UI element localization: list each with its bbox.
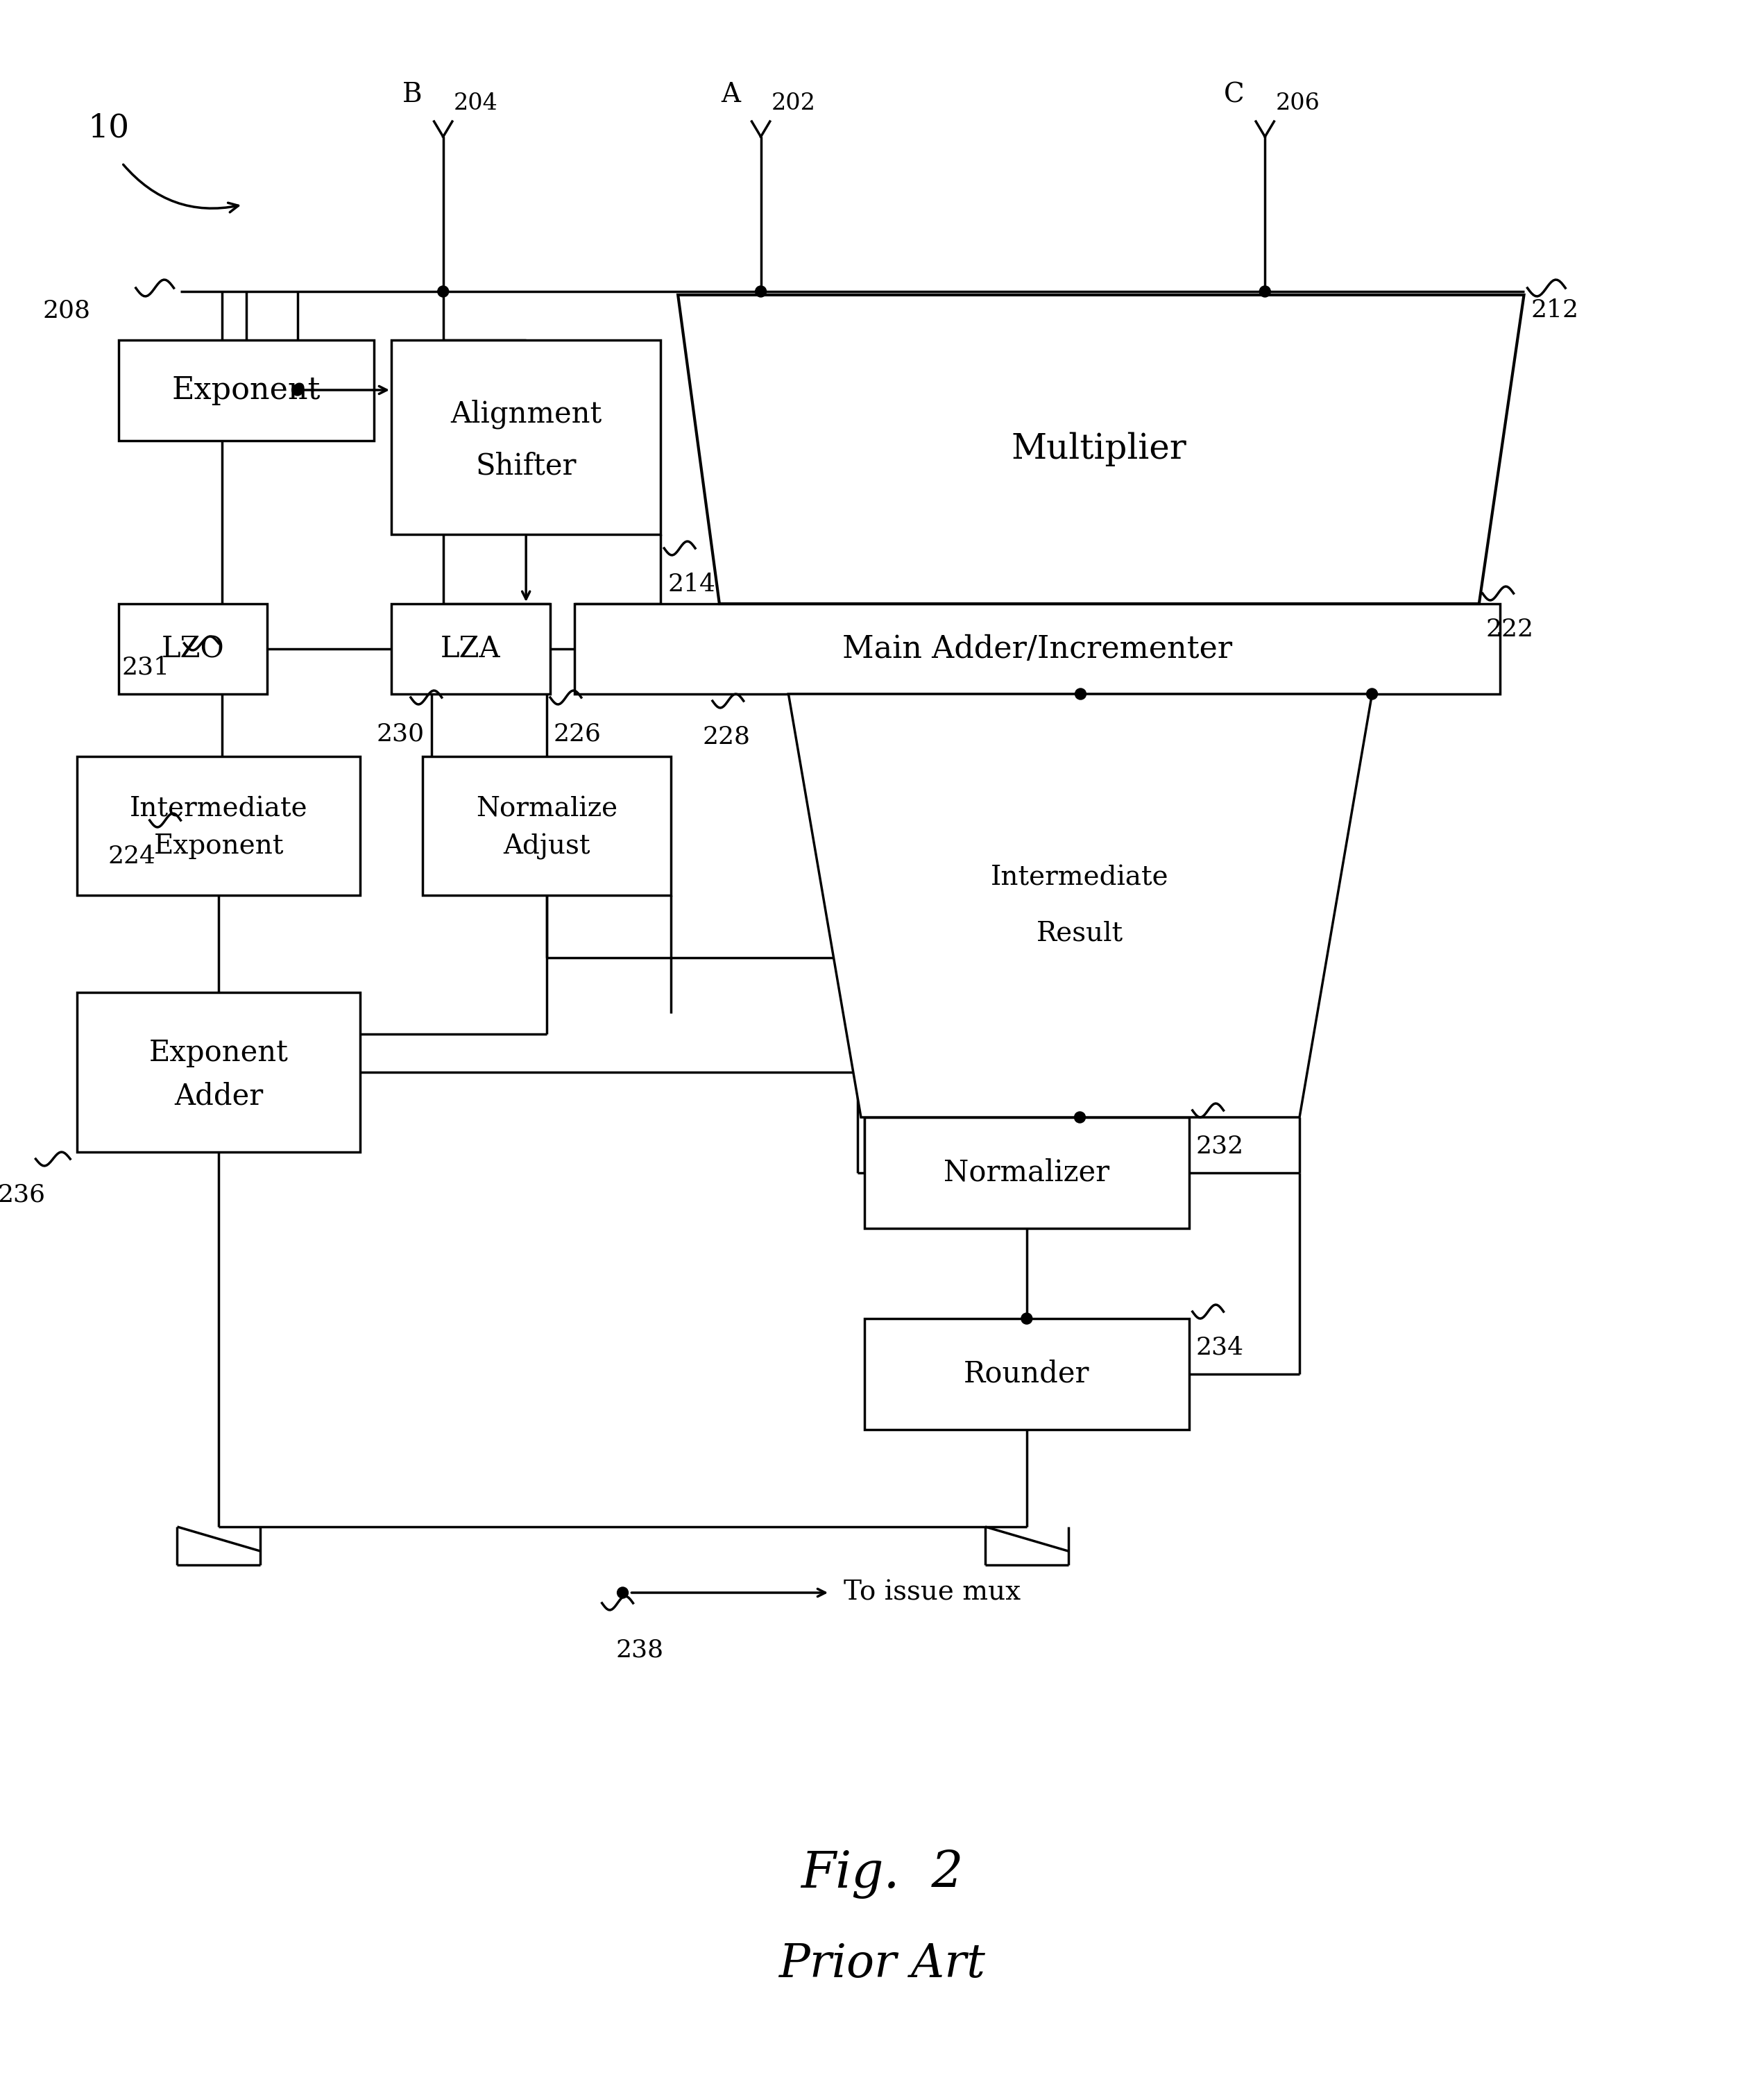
Text: 234: 234 — [1196, 1336, 1243, 1359]
Text: 202: 202 — [771, 92, 815, 116]
Text: 206: 206 — [1275, 92, 1321, 116]
Text: 214: 214 — [667, 573, 715, 596]
Text: 230: 230 — [376, 722, 425, 746]
Polygon shape — [678, 294, 1524, 605]
Text: LZO: LZO — [162, 634, 225, 664]
Circle shape — [1366, 689, 1377, 699]
Text: Alignment: Alignment — [450, 399, 602, 428]
Text: Main Adder/Incrementer: Main Adder/Incrementer — [843, 634, 1233, 664]
Bar — [77, 756, 360, 895]
Text: Exponent: Exponent — [172, 376, 321, 405]
Bar — [864, 1319, 1189, 1430]
Text: LZA: LZA — [441, 634, 500, 664]
Circle shape — [1259, 286, 1271, 296]
Bar — [574, 605, 1500, 693]
Circle shape — [1022, 1312, 1033, 1325]
Text: Prior Art: Prior Art — [778, 1940, 985, 1987]
Text: 232: 232 — [1196, 1134, 1243, 1159]
Bar — [119, 340, 374, 441]
Text: 226: 226 — [553, 722, 602, 746]
Circle shape — [437, 286, 450, 296]
Text: Exponent: Exponent — [155, 834, 284, 859]
Text: 212: 212 — [1531, 298, 1579, 321]
Text: 238: 238 — [616, 1638, 664, 1661]
FancyArrowPatch shape — [123, 164, 239, 212]
Text: Adder: Adder — [174, 1082, 263, 1111]
Circle shape — [1075, 689, 1087, 699]
Text: Shifter: Shifter — [476, 452, 576, 481]
Text: Exponent: Exponent — [149, 1040, 288, 1067]
Bar — [864, 1117, 1189, 1228]
Text: Normalizer: Normalizer — [943, 1159, 1110, 1186]
Text: 10: 10 — [88, 113, 130, 145]
Circle shape — [291, 384, 304, 395]
Text: Intermediate: Intermediate — [130, 796, 307, 821]
Bar — [423, 756, 671, 895]
Text: A: A — [720, 82, 739, 107]
Circle shape — [755, 286, 766, 296]
Text: Rounder: Rounder — [964, 1359, 1090, 1388]
Text: Fig.  2: Fig. 2 — [801, 1850, 964, 1898]
Bar — [392, 340, 660, 533]
Text: 224: 224 — [109, 844, 156, 867]
Text: Adjust: Adjust — [504, 834, 590, 859]
Bar — [392, 605, 550, 693]
Text: Multiplier: Multiplier — [1011, 433, 1187, 466]
Text: 231: 231 — [121, 655, 170, 680]
Bar — [77, 993, 360, 1153]
Circle shape — [1075, 1111, 1085, 1124]
Text: Result: Result — [1036, 920, 1124, 947]
Polygon shape — [788, 693, 1371, 1117]
Text: Intermediate: Intermediate — [990, 865, 1169, 890]
Text: 208: 208 — [42, 298, 91, 321]
Text: To issue mux: To issue mux — [843, 1579, 1020, 1607]
Text: 228: 228 — [702, 725, 750, 750]
Bar — [119, 605, 267, 693]
Text: B: B — [402, 82, 423, 107]
Circle shape — [616, 1588, 629, 1598]
Text: 236: 236 — [0, 1182, 46, 1208]
Text: Normalize: Normalize — [476, 796, 618, 821]
Text: 222: 222 — [1486, 617, 1533, 641]
Text: C: C — [1224, 82, 1245, 107]
Text: 204: 204 — [453, 92, 497, 116]
